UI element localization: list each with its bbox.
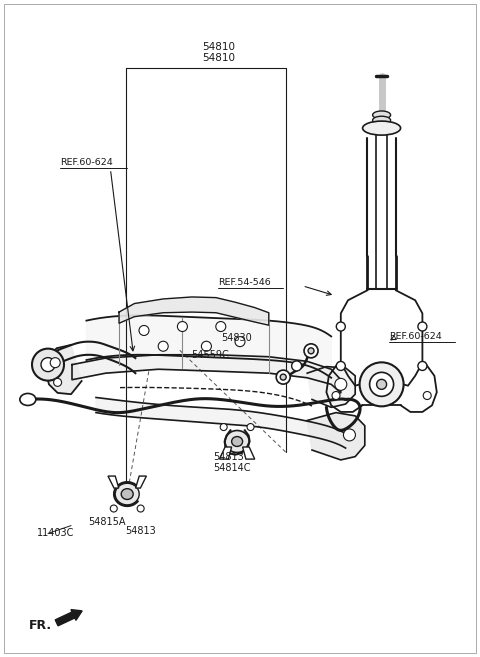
Ellipse shape	[372, 111, 391, 119]
Polygon shape	[108, 476, 119, 488]
Circle shape	[292, 361, 301, 371]
Circle shape	[360, 363, 404, 406]
Polygon shape	[86, 315, 331, 378]
Text: 54814C: 54814C	[214, 463, 251, 474]
Circle shape	[304, 344, 318, 358]
Polygon shape	[307, 413, 365, 460]
Text: 54559C: 54559C	[191, 350, 229, 360]
Circle shape	[423, 392, 431, 399]
Text: 54830: 54830	[221, 333, 252, 344]
Circle shape	[308, 348, 314, 354]
Circle shape	[335, 378, 347, 390]
Text: 54813: 54813	[125, 526, 156, 536]
Circle shape	[247, 424, 254, 430]
Ellipse shape	[20, 394, 36, 405]
Circle shape	[336, 361, 345, 371]
Circle shape	[418, 322, 427, 331]
Circle shape	[32, 349, 64, 380]
Circle shape	[137, 505, 144, 512]
Circle shape	[54, 378, 61, 386]
Text: FR.: FR.	[29, 619, 52, 632]
Ellipse shape	[232, 436, 242, 447]
Circle shape	[370, 373, 394, 396]
Circle shape	[344, 429, 355, 441]
Text: 54815A: 54815A	[88, 517, 125, 528]
Polygon shape	[46, 345, 82, 394]
Ellipse shape	[362, 121, 401, 135]
Polygon shape	[242, 447, 255, 459]
Text: 54813: 54813	[214, 451, 244, 462]
Text: 54810: 54810	[202, 53, 235, 63]
Circle shape	[216, 321, 226, 332]
Circle shape	[235, 336, 245, 347]
Polygon shape	[119, 297, 269, 325]
Ellipse shape	[372, 116, 391, 124]
Text: REF.60-624: REF.60-624	[60, 158, 113, 168]
FancyArrow shape	[55, 610, 82, 626]
Polygon shape	[219, 447, 232, 459]
Circle shape	[220, 424, 227, 430]
Text: 11403C: 11403C	[37, 528, 75, 539]
Polygon shape	[135, 476, 146, 488]
Circle shape	[41, 357, 55, 372]
Polygon shape	[72, 355, 341, 393]
Text: REF.60-624: REF.60-624	[389, 332, 442, 341]
Circle shape	[280, 374, 286, 380]
Text: 54810: 54810	[202, 42, 235, 53]
Circle shape	[110, 505, 117, 512]
Text: REF.54-546: REF.54-546	[218, 278, 271, 287]
Circle shape	[158, 341, 168, 351]
Polygon shape	[96, 397, 346, 448]
Circle shape	[332, 392, 340, 399]
Circle shape	[202, 341, 211, 351]
Ellipse shape	[115, 484, 139, 505]
Ellipse shape	[121, 489, 133, 499]
Circle shape	[139, 325, 149, 336]
Circle shape	[178, 321, 187, 332]
Circle shape	[336, 322, 345, 331]
Circle shape	[418, 361, 427, 371]
Circle shape	[50, 357, 60, 368]
Ellipse shape	[225, 430, 249, 453]
Polygon shape	[307, 367, 355, 407]
Circle shape	[276, 370, 290, 384]
Circle shape	[377, 379, 386, 390]
